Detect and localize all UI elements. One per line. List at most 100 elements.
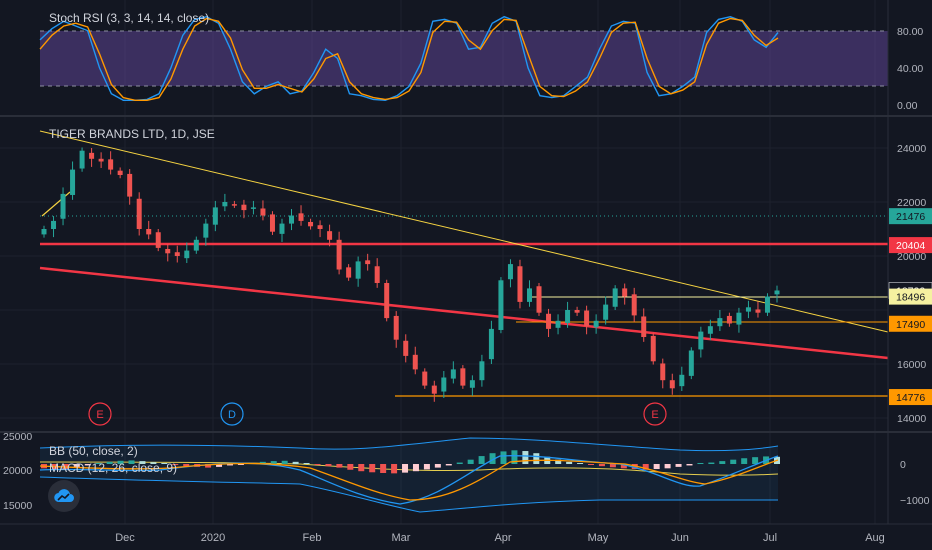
stoch-axis-tick: 40.00 (897, 63, 923, 75)
macd-histogram-bar (741, 458, 748, 464)
svg-text:E: E (651, 409, 658, 421)
candle (317, 220, 323, 238)
macd-histogram-bar (161, 463, 168, 464)
candle (536, 283, 542, 316)
earnings-event-marker[interactable]: E (88, 402, 112, 426)
time-axis-label: Apr (494, 532, 511, 544)
stoch-rsi-line-d (39, 17, 779, 102)
time-axis-label: Aug (865, 532, 885, 544)
candle (212, 200, 218, 232)
bb-title: BB (50, close, 2) (49, 444, 138, 458)
time-axis-label: Dec (115, 532, 135, 544)
macd-histogram-bar (270, 461, 277, 464)
candle (422, 368, 428, 389)
candle (517, 259, 523, 309)
stoch-rsi-panel[interactable]: Stoch RSI (3, 3, 14, 14, close) 80.00 40.… (39, 11, 923, 112)
candle (98, 152, 104, 168)
macd-histogram-bar (336, 464, 343, 468)
candle (745, 300, 751, 319)
macd-histogram-bar (402, 464, 409, 473)
macd-histogram-bar (106, 461, 113, 464)
candle (555, 314, 561, 335)
candle (241, 199, 247, 219)
candle (707, 319, 713, 341)
price-tag: 18496 (889, 288, 932, 305)
short-trend-line[interactable] (41, 191, 71, 217)
macd-histogram-bar (226, 464, 233, 466)
candle (403, 334, 409, 363)
candle (546, 308, 552, 337)
candle (165, 244, 171, 262)
candle (660, 358, 666, 389)
candle (460, 365, 466, 389)
macd-axis-tick: 0 (900, 459, 906, 471)
price-tag: 21476 (889, 208, 932, 225)
candle (412, 346, 418, 375)
tradingview-logo[interactable] (48, 480, 80, 512)
candle (488, 320, 494, 364)
stoch-rsi-series (39, 15, 779, 102)
candle (327, 224, 333, 247)
svg-text:17490: 17490 (896, 319, 925, 331)
macd-histogram-bar (73, 464, 80, 467)
stoch-axis-tick: 0.00 (897, 100, 918, 112)
macd-histogram-bar (719, 461, 726, 464)
price-axis-tick: 16000 (897, 359, 926, 371)
macd-histogram-bar (369, 464, 376, 473)
price-tag: 17490 (889, 315, 932, 332)
macd-histogram-bar (675, 464, 682, 467)
price-axis-tick: 22000 (897, 197, 926, 209)
price-axis-tick: 20000 (897, 251, 926, 263)
macd-histogram-bar (533, 453, 540, 464)
candle (60, 187, 66, 226)
macd-histogram-bar (281, 460, 288, 464)
candle (469, 375, 475, 396)
candle (279, 218, 285, 242)
candle (584, 305, 590, 335)
candle (574, 306, 580, 316)
candle (650, 332, 656, 365)
macd-histogram-bar (708, 462, 715, 464)
candle (755, 301, 761, 318)
earnings-event-marker[interactable]: E (643, 402, 667, 426)
time-axis-label: 2020 (201, 532, 225, 544)
macd-histogram-bar (609, 464, 616, 468)
candle (184, 242, 190, 264)
candle (736, 307, 742, 333)
macd-histogram-bar (445, 464, 452, 466)
bb-macd-panel[interactable]: BB (50, close, 2) MACD (12, 26, close, 9… (3, 431, 930, 513)
candle (774, 285, 780, 303)
macd-histogram-bar (664, 464, 671, 469)
macd-histogram-bar (172, 464, 179, 466)
downtrend-line-yellow[interactable] (39, 130, 889, 333)
candle (174, 245, 180, 263)
macd-histogram-bar (358, 464, 365, 472)
candle (222, 193, 228, 212)
earnings-event-marker[interactable]: D (220, 402, 244, 426)
macd-histogram-bar (467, 459, 474, 464)
svg-text:21476: 21476 (896, 211, 925, 223)
macd-histogram-bar (423, 464, 430, 470)
time-axis-label: Mar (392, 532, 411, 544)
macd-histogram-bar (117, 460, 124, 464)
macd-histogram-bar (84, 464, 91, 466)
time-axis: Dec 2020 Feb Mar Apr May Jun Jul Aug (115, 532, 885, 544)
bb-macd-axis: 25000 20000 15000 0 −1000 (3, 431, 930, 512)
price-axis-tick: 24000 (897, 143, 926, 155)
macd-histogram-bar (259, 461, 266, 464)
price-tags: 214762040418722184961749014776 (888, 208, 932, 406)
time-axis-label: Jun (671, 532, 689, 544)
candle (507, 259, 513, 288)
candle (669, 373, 675, 395)
macd-histogram-bar (577, 463, 584, 464)
candle (679, 366, 685, 391)
candle (41, 225, 47, 238)
price-panel[interactable]: TIGER BRANDS LTD, 1D, JSE 24000 22000 2000… (39, 127, 932, 426)
support-trendline-red[interactable] (39, 266, 889, 360)
svg-text:20404: 20404 (896, 240, 925, 252)
candlestick-series (41, 147, 780, 402)
macd-histogram-bar (686, 464, 693, 466)
macd-histogram-bar (566, 461, 573, 464)
stoch-rsi-line-k (39, 15, 779, 102)
